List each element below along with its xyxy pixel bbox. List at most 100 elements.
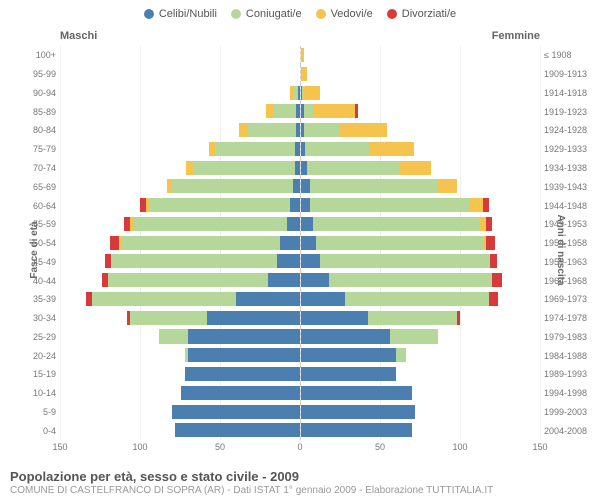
age-label: 15-19 <box>0 365 56 384</box>
bar-seg <box>355 104 358 118</box>
legend-item: Coniugati/e <box>231 8 302 20</box>
age-label: 100+ <box>0 46 56 65</box>
pyramid-row <box>60 84 540 103</box>
bar-seg <box>320 254 489 268</box>
legend-item: Celibi/Nubili <box>144 8 217 20</box>
bar-seg <box>486 236 496 250</box>
pyramid-row <box>60 271 540 290</box>
age-label: 60-64 <box>0 196 56 215</box>
bar-seg <box>313 217 479 231</box>
birth-label: ≤ 1908 <box>544 46 600 65</box>
label-male: Maschi <box>60 30 97 42</box>
chart-source: COMUNE DI CASTELFRANCO DI SOPRA (AR) - D… <box>10 485 590 496</box>
x-tick: 150 <box>532 442 547 452</box>
pyramid-row <box>60 290 540 309</box>
bar-seg <box>172 179 293 193</box>
bar-seg <box>310 198 470 212</box>
x-tick: 50 <box>375 442 385 452</box>
pyramid-row <box>60 196 540 215</box>
bar-seg <box>149 198 290 212</box>
bar-seg <box>188 348 300 362</box>
bar-seg <box>470 198 483 212</box>
bar-seg <box>290 198 300 212</box>
age-label: 45-49 <box>0 252 56 271</box>
pyramid-row <box>60 234 540 253</box>
birth-label: 1909-1913 <box>544 65 600 84</box>
pyramid-row <box>60 46 540 65</box>
bar-seg <box>307 161 400 175</box>
birth-label: 1959-1963 <box>544 252 600 271</box>
bar-seg <box>207 311 300 325</box>
birth-label: 1994-1998 <box>544 384 600 403</box>
bar-seg <box>159 329 188 343</box>
label-female: Femmine <box>492 30 540 42</box>
birth-label: 1999-2003 <box>544 403 600 422</box>
pyramid-row <box>60 309 540 328</box>
bar-seg <box>301 311 368 325</box>
bar-seg <box>313 104 355 118</box>
birth-label: 1984-1988 <box>544 346 600 365</box>
legend-item: Vedovi/e <box>316 8 373 20</box>
bar-seg <box>316 236 482 250</box>
bar-seg <box>305 142 369 156</box>
age-label: 50-54 <box>0 234 56 253</box>
birth-label: 2004-2008 <box>544 421 600 440</box>
x-tick: 100 <box>452 442 467 452</box>
bar-seg <box>390 329 438 343</box>
bar-seg <box>287 217 300 231</box>
chart-title: Popolazione per età, sesso e stato civil… <box>10 469 590 484</box>
bar-seg <box>304 86 320 100</box>
pyramid-row <box>60 327 540 346</box>
pyramid-row <box>60 177 540 196</box>
age-label: 0-4 <box>0 421 56 440</box>
bar-seg <box>368 311 457 325</box>
bar-seg <box>266 104 274 118</box>
birth-label: 1929-1933 <box>544 140 600 159</box>
pyramid-row <box>60 159 540 178</box>
bar-seg <box>185 367 300 381</box>
legend-label: Divorziati/e <box>402 8 456 20</box>
bar-seg <box>304 123 339 137</box>
x-tick: 50 <box>215 442 225 452</box>
pyramid-row <box>60 365 540 384</box>
legend-dot <box>316 9 326 19</box>
birth-labels: ≤ 19081909-19131914-19181919-19231924-19… <box>538 46 600 440</box>
age-label: 55-59 <box>0 215 56 234</box>
bar-seg <box>483 198 489 212</box>
bar-seg <box>188 329 300 343</box>
bar-seg <box>268 273 300 287</box>
age-label: 40-44 <box>0 271 56 290</box>
gender-labels: Maschi Femmine <box>60 30 540 42</box>
bar-seg <box>301 67 307 81</box>
age-labels: 100+95-9990-9485-8980-8475-7970-7465-696… <box>0 46 62 440</box>
bar-seg <box>399 161 431 175</box>
pyramid-row <box>60 346 540 365</box>
pyramid-row <box>60 102 540 121</box>
pyramid-row <box>60 215 540 234</box>
birth-label: 1944-1948 <box>544 196 600 215</box>
birth-label: 1989-1993 <box>544 365 600 384</box>
legend-dot <box>231 9 241 19</box>
birth-label: 1919-1923 <box>544 102 600 121</box>
legend-dot <box>144 9 154 19</box>
bar-seg <box>274 104 296 118</box>
bar-seg <box>277 254 299 268</box>
bar-seg <box>301 405 416 419</box>
age-label: 5-9 <box>0 403 56 422</box>
bar-seg <box>175 423 300 437</box>
bar-seg <box>301 348 397 362</box>
bar-seg <box>301 179 311 193</box>
bar-seg <box>121 236 281 250</box>
age-label: 80-84 <box>0 121 56 140</box>
bar-seg <box>301 236 317 250</box>
bar-seg <box>301 423 413 437</box>
legend-label: Celibi/Nubili <box>159 8 217 20</box>
age-label: 35-39 <box>0 290 56 309</box>
age-label: 70-74 <box>0 159 56 178</box>
bar-seg <box>301 292 346 306</box>
age-label: 20-24 <box>0 346 56 365</box>
legend-item: Divorziati/e <box>387 8 456 20</box>
x-tick: 100 <box>132 442 147 452</box>
bar-seg <box>486 217 492 231</box>
bar-seg <box>133 217 286 231</box>
